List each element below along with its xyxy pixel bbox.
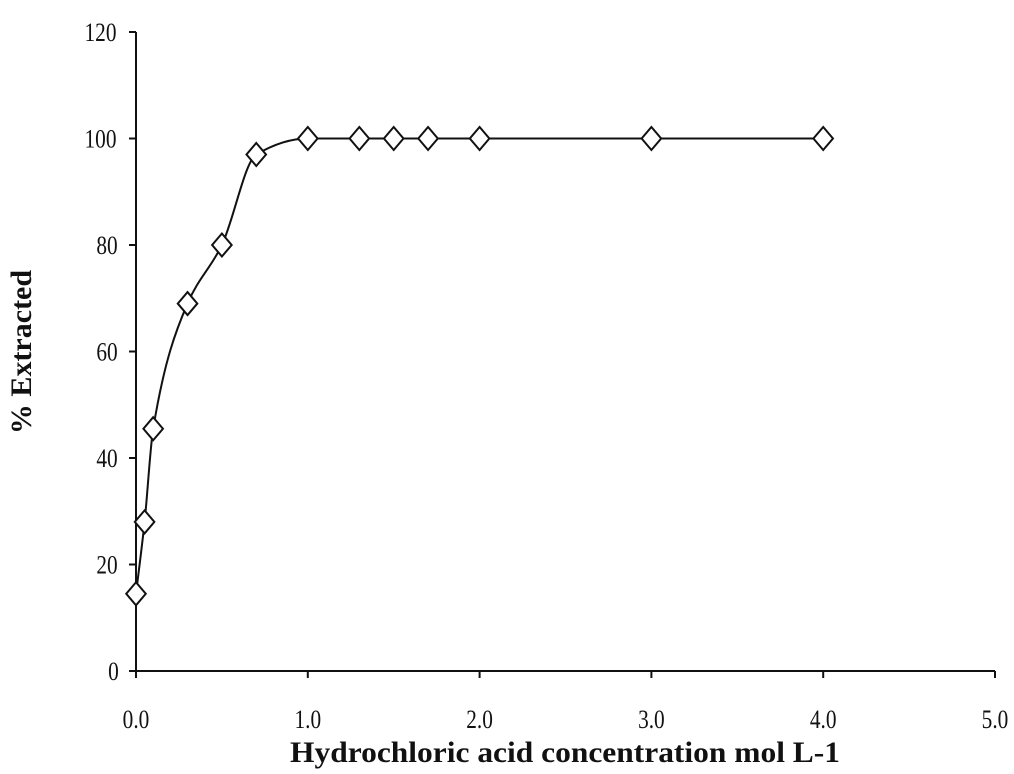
data-point <box>468 125 491 152</box>
data-point <box>348 125 371 152</box>
axes <box>135 32 995 672</box>
y-ticks: 0 20 40 60 80 100 120 <box>85 19 136 687</box>
x-tick-label: 2.0 <box>466 706 493 734</box>
data-point <box>210 231 233 259</box>
data-point <box>245 141 268 168</box>
data-point <box>640 125 663 152</box>
x-tick-label: 4.0 <box>810 706 837 734</box>
series-line <box>135 137 824 594</box>
y-axis-title: % Extracted <box>5 270 38 434</box>
y-tick-label: 80 <box>96 232 117 260</box>
data-point <box>296 125 319 152</box>
y-tick-label: 100 <box>85 126 117 154</box>
x-tick-label: 3.0 <box>638 706 665 734</box>
x-tick-label: 1.0 <box>294 706 321 734</box>
data-point <box>142 415 165 442</box>
x-tick-label: 0.0 <box>123 706 150 734</box>
data-point <box>133 508 156 535</box>
data-point <box>176 290 199 317</box>
data-point <box>124 580 148 607</box>
x-ticks: 0.0 1.0 2.0 3.0 4.0 5.0 <box>123 671 1009 735</box>
y-tick-label: 0 <box>108 658 119 686</box>
plot-area <box>124 125 835 607</box>
data-point <box>382 125 405 152</box>
y-tick-label: 20 <box>96 552 117 580</box>
y-tick-label: 120 <box>85 19 117 47</box>
y-tick-label: 40 <box>96 445 117 473</box>
data-point <box>416 125 440 152</box>
y-tick-label: 60 <box>96 339 117 367</box>
data-point <box>812 125 835 152</box>
x-axis-title: Hydrochloric acid concentration mol L-1 <box>290 736 840 769</box>
x-tick-label: 5.0 <box>982 706 1009 734</box>
